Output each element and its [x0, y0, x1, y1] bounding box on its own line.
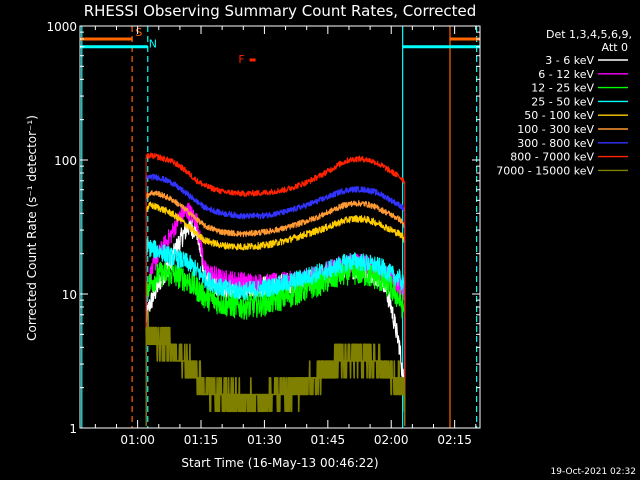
series-line-8 [145, 310, 406, 413]
legend-label-0: 3 - 6 keV [545, 54, 594, 67]
y-tick-label-0: 1000 [46, 20, 77, 34]
legend-label-3: 25 - 50 keV [531, 95, 594, 108]
y-tick-label-2: 10 [62, 288, 77, 302]
series-line-5 [145, 190, 406, 238]
legend-label-4: 50 - 100 keV [524, 109, 594, 122]
x-tick-label-0: 01:00 [120, 433, 155, 447]
series-line-7 [145, 152, 406, 197]
series-line-4 [145, 201, 406, 251]
legend-label-6: 300 - 800 keV [517, 137, 594, 150]
series-line-6 [145, 173, 406, 220]
y-tick-label-3: 1 [69, 422, 77, 436]
x-tick-label-5: 02:15 [437, 433, 472, 447]
legend-label-8: 7000 - 15000 keV [496, 164, 594, 177]
flag-label-f: F [238, 53, 244, 66]
plot-frame [79, 25, 481, 429]
x-tick-label-3: 01:45 [311, 433, 346, 447]
legend-label-1: 6 - 12 keV [538, 68, 594, 81]
legend-header-line-2: Att 0 [602, 41, 628, 54]
timestamp: 19-Oct-2021 02:32 [551, 467, 636, 477]
chart-title: RHESSI Observing Summary Count Rates, Co… [84, 2, 477, 20]
x-tick-label-4: 02:00 [374, 433, 409, 447]
legend-label-5: 100 - 300 keV [517, 123, 594, 136]
series-line-3 [145, 237, 406, 301]
flag-label-s: S [135, 26, 142, 39]
x-tick-label-2: 01:30 [247, 433, 282, 447]
x-axis: 01:00 01:15 01:30 01:45 02:00 02:15 [94, 26, 477, 447]
y-tick-label-1: 100 [54, 154, 77, 168]
series-8 [145, 310, 406, 426]
legend-header-line-1: Det 1,3,4,5,6,9, [546, 28, 632, 41]
x-tick-label-1: 01:15 [184, 433, 219, 447]
legend-label-7: 800 - 7000 keV [510, 151, 594, 164]
y-axis-label: Corrected Count Rate (s⁻¹ detector⁻¹) [25, 115, 39, 341]
flag-label-n: N [149, 38, 157, 51]
plot-area: SN F [79, 25, 481, 429]
y-axis: 1000 100 10 1 [46, 20, 480, 436]
x-axis-label: Start Time (16-May-13 00:46:22) [181, 456, 378, 470]
legend-label-2: 12 - 25 keV [531, 82, 594, 95]
